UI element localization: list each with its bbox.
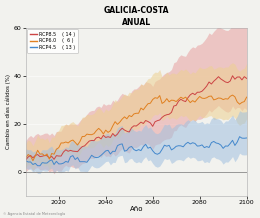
- X-axis label: Año: Año: [129, 206, 143, 213]
- Y-axis label: Cambio en días cálidos (%): Cambio en días cálidos (%): [5, 74, 11, 149]
- Legend: RCP8.5    ( 14 ), RCP6.0    (  6 ), RCP4.5    ( 13 ): RCP8.5 ( 14 ), RCP6.0 ( 6 ), RCP4.5 ( 13…: [27, 29, 77, 53]
- Title: GALICIA-COSTA
ANUAL: GALICIA-COSTA ANUAL: [103, 5, 169, 27]
- Text: © Agencia Estatal de Meteorología: © Agencia Estatal de Meteorología: [3, 212, 65, 216]
